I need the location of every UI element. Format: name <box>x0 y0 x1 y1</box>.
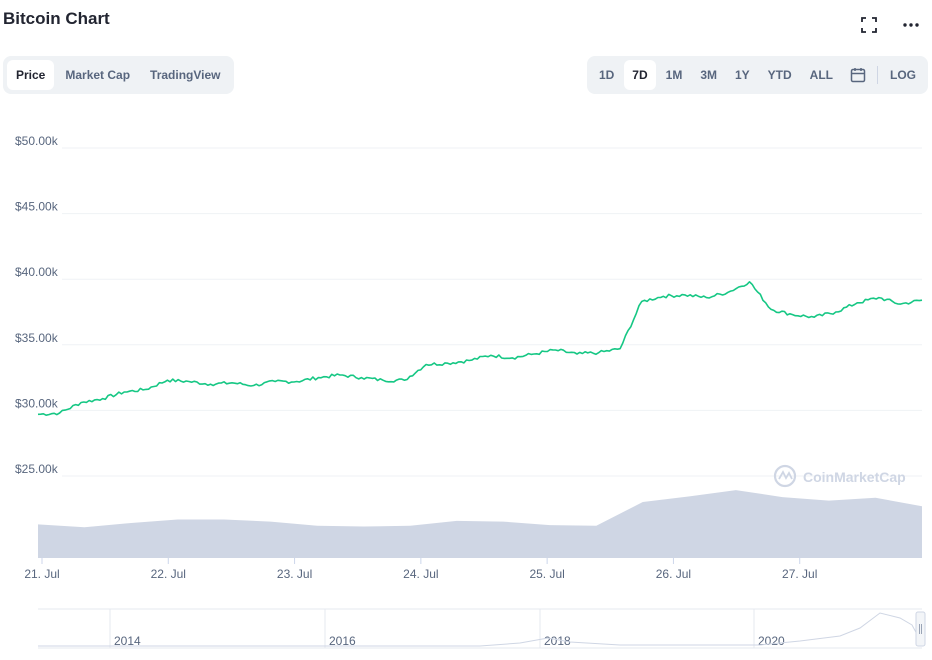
time-range-selector: 1D 7D 1M 3M 1Y YTD ALL LOG <box>586 56 928 94</box>
watermark-text: CoinMarketCap <box>803 469 906 485</box>
x-tick-label: 23. Jul <box>277 567 312 581</box>
navigator-series <box>38 612 923 647</box>
range-ytd[interactable]: YTD <box>767 68 792 82</box>
navigator-tick-label: 2014 <box>114 634 141 648</box>
y-tick-label: $35.00k <box>15 331 59 345</box>
tab-price[interactable]: Price <box>7 60 55 90</box>
range-3m[interactable]: 3M <box>700 68 717 82</box>
price-line <box>37 281 923 416</box>
navigator-tick-label: 2018 <box>544 634 571 648</box>
navigator-handle[interactable] <box>915 611 926 647</box>
volume-area <box>38 490 922 558</box>
range-1y[interactable]: 1Y <box>734 68 750 82</box>
x-tick-label: 26. Jul <box>656 567 691 581</box>
header-actions <box>858 14 922 36</box>
navigator-tick-label: 2016 <box>329 634 356 648</box>
y-tick-label: $50.00k <box>15 134 59 148</box>
range-1m[interactable]: 1M <box>665 68 683 82</box>
x-tick-label: 21. Jul <box>24 567 59 581</box>
navigator-tick-label: 2020 <box>758 634 785 648</box>
log-scale-toggle[interactable]: LOG <box>890 68 916 82</box>
range-divider <box>877 66 878 84</box>
y-tick-label: $25.00k <box>15 462 59 476</box>
y-tick-label: $40.00k <box>15 265 59 279</box>
coinmarketcap-logo-icon <box>773 464 797 488</box>
range-navigator[interactable]: 2014 2016 2018 2020 <box>38 608 926 649</box>
x-tick-label: 25. Jul <box>529 567 564 581</box>
range-7d[interactable]: 7D <box>624 60 656 90</box>
watermark: CoinMarketCap <box>773 464 906 488</box>
y-tick-label: $45.00k <box>15 200 59 214</box>
range-all[interactable]: ALL <box>809 68 833 82</box>
y-tick-label: $30.00k <box>15 396 59 410</box>
tab-market-cap[interactable]: Market Cap <box>65 68 131 82</box>
calendar-icon[interactable] <box>843 60 873 90</box>
x-tick-label: 27. Jul <box>782 567 817 581</box>
x-tick-label: 24. Jul <box>403 567 438 581</box>
chart-type-tabs: Price Market Cap TradingView <box>3 56 234 94</box>
page-title: Bitcoin Chart <box>3 9 110 28</box>
more-horizontal-icon[interactable] <box>900 14 922 36</box>
x-tick-label: 22. Jul <box>151 567 186 581</box>
range-1d[interactable]: 1D <box>598 68 615 82</box>
fullscreen-icon[interactable] <box>858 14 880 36</box>
tab-tradingview[interactable]: TradingView <box>150 68 221 82</box>
